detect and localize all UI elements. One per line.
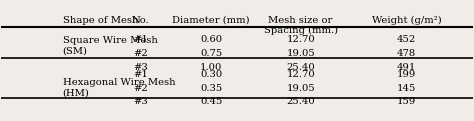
Text: 12.70: 12.70 (286, 35, 315, 44)
Text: Weight (g/m²): Weight (g/m²) (372, 16, 441, 25)
Text: 0.45: 0.45 (200, 97, 222, 106)
Text: 12.70: 12.70 (286, 70, 315, 79)
Text: 159: 159 (397, 97, 416, 106)
Text: 199: 199 (397, 70, 416, 79)
Text: 0.60: 0.60 (200, 35, 222, 44)
Text: #1: #1 (133, 35, 148, 44)
Text: Hexagonal Wire Mesh
(HM): Hexagonal Wire Mesh (HM) (63, 78, 175, 97)
Text: 491: 491 (397, 63, 416, 72)
Text: 25.40: 25.40 (286, 97, 315, 106)
Text: #3: #3 (133, 63, 148, 72)
Text: 1.00: 1.00 (200, 63, 222, 72)
Text: 0.35: 0.35 (200, 84, 222, 93)
Text: No.: No. (131, 16, 149, 25)
Text: 19.05: 19.05 (286, 84, 315, 93)
Text: Mesh size or
Spacing (mm.): Mesh size or Spacing (mm.) (264, 16, 337, 35)
Text: #2: #2 (133, 84, 148, 93)
Text: Square Wire Mesh
(SM): Square Wire Mesh (SM) (63, 36, 157, 55)
Text: 478: 478 (397, 49, 416, 58)
Text: Diameter (mm): Diameter (mm) (172, 16, 250, 25)
Text: #3: #3 (133, 97, 148, 106)
Text: Shape of Mesh: Shape of Mesh (63, 16, 138, 25)
Text: 452: 452 (397, 35, 416, 44)
Text: 19.05: 19.05 (286, 49, 315, 58)
Text: #1: #1 (133, 70, 148, 79)
Text: 0.75: 0.75 (200, 49, 222, 58)
Text: 145: 145 (397, 84, 416, 93)
Text: 25.40: 25.40 (286, 63, 315, 72)
Text: 0.30: 0.30 (200, 70, 222, 79)
Text: #2: #2 (133, 49, 148, 58)
